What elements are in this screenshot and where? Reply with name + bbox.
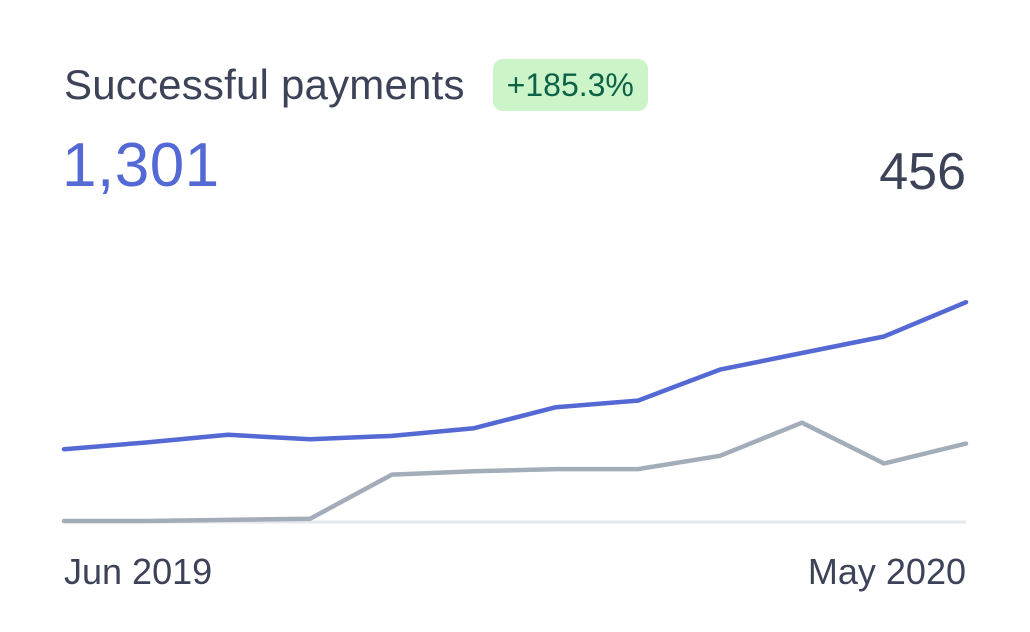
card-title: Successful payments: [64, 61, 465, 108]
x-tick-label-end: May 2020: [808, 551, 966, 592]
previous-total-value: 456: [879, 143, 966, 201]
current-total-value: 1,301: [62, 131, 220, 200]
series-layer: [61, 299, 969, 524]
series-line-current: [61, 299, 969, 452]
card-header: Successful payments +185.3%: [64, 58, 648, 112]
x-tick-label-start: Jun 2019: [64, 551, 212, 592]
series-line-previous: [61, 420, 969, 524]
change-badge: +185.3%: [492, 59, 648, 111]
